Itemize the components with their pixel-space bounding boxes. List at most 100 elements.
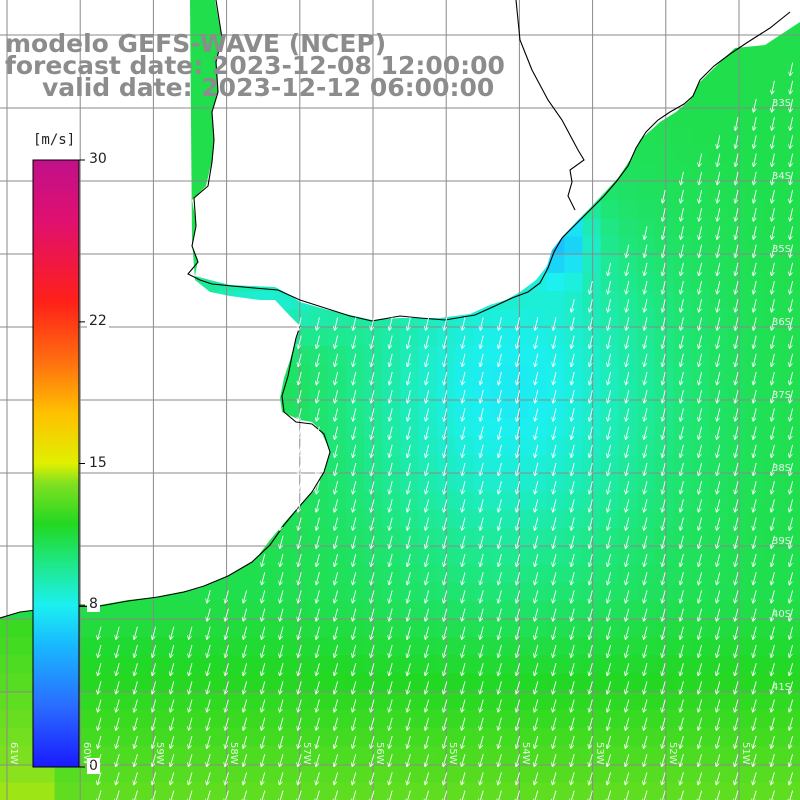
field-cell — [782, 691, 800, 711]
field-cell — [200, 36, 219, 56]
field-cell — [782, 673, 800, 693]
colorbar-tick-label: 22 — [87, 312, 109, 329]
field-cell — [182, 600, 201, 620]
field-cell — [54, 782, 74, 800]
field-cell — [782, 109, 800, 128]
field-cell — [200, 18, 219, 37]
field-cell — [709, 72, 729, 92]
colorbar-tick-label: 8 — [87, 596, 100, 613]
field-cell — [782, 455, 800, 474]
field-cell — [782, 582, 800, 602]
field-cell — [637, 200, 656, 219]
field-cell — [200, 54, 219, 74]
field-cell — [600, 236, 620, 256]
field-cell — [564, 254, 583, 274]
field-cell — [564, 273, 583, 292]
latitude-label: 38S — [772, 463, 792, 474]
field-cell — [0, 782, 19, 800]
field-cell — [673, 145, 693, 165]
field-cell — [582, 218, 602, 238]
field-cell — [746, 72, 765, 92]
field-cell — [782, 145, 800, 165]
field-cell — [36, 782, 56, 800]
field-cell — [782, 291, 800, 310]
valid-date: valid date: 2023-12-12 06:00:00 — [42, 73, 495, 102]
field-cell — [637, 182, 656, 201]
field-cell — [782, 200, 800, 219]
field-cell — [782, 182, 800, 201]
field-cell — [0, 728, 19, 747]
field-cell — [236, 564, 256, 583]
latitude-label: 37S — [772, 390, 792, 401]
field-cell — [655, 163, 674, 183]
field-cell — [18, 691, 37, 711]
field-cell — [691, 127, 711, 147]
field-cell — [600, 218, 620, 238]
field-cell — [637, 145, 656, 165]
field-cell — [18, 637, 37, 656]
field-cell — [546, 291, 565, 310]
field-cell — [163, 600, 183, 620]
field-cell — [728, 91, 747, 110]
field-cell — [582, 254, 602, 274]
field-cell — [782, 236, 800, 256]
longitude-label: 56W — [374, 742, 385, 765]
field-cell — [782, 418, 800, 438]
longitude-label: 55W — [447, 742, 459, 765]
longitude-label: 59W — [154, 742, 166, 765]
field-cell — [564, 236, 583, 256]
field-cell — [782, 364, 800, 383]
field-cell — [782, 546, 800, 565]
colorbar-unit: [m/s] — [33, 132, 76, 148]
field-cell — [782, 127, 800, 147]
longitude-label: 61W — [8, 742, 19, 765]
field-cell — [18, 655, 37, 674]
field-cell — [618, 182, 638, 201]
field-cell — [691, 91, 711, 110]
field-cell — [782, 527, 800, 547]
field-cell — [655, 145, 674, 165]
field-cell — [782, 436, 800, 456]
field-cell — [782, 327, 800, 347]
field-cell — [782, 400, 800, 420]
field-cell — [18, 764, 37, 784]
field-cell — [18, 728, 37, 747]
field-cell — [36, 764, 56, 784]
field-cell — [18, 709, 37, 729]
field-cell — [782, 637, 800, 656]
field-cell — [145, 600, 165, 620]
longitude-label: 53W — [593, 742, 605, 765]
latitude-label: 36S — [772, 317, 792, 328]
field-cell — [782, 782, 800, 800]
field-cell — [728, 72, 747, 92]
field-cell — [72, 782, 92, 800]
field-cell — [782, 54, 800, 74]
field-cell — [546, 273, 565, 292]
field-cell — [618, 218, 638, 238]
field-cell — [0, 746, 19, 765]
field-cell — [782, 709, 800, 729]
field-cell — [637, 163, 656, 183]
field-cell — [782, 345, 800, 365]
field-cell — [673, 109, 693, 128]
field-cell — [655, 127, 674, 147]
field-cell — [18, 618, 37, 638]
field-cell — [782, 564, 800, 583]
field-cell — [782, 655, 800, 674]
field-cell — [109, 600, 128, 620]
field-cell — [0, 618, 19, 638]
field-cell — [18, 782, 37, 800]
field-cell — [691, 109, 711, 128]
field-cell — [709, 91, 729, 110]
field-cell — [527, 291, 547, 310]
field-cell — [618, 200, 638, 219]
longitude-label: 58W — [227, 742, 239, 765]
field-cell — [127, 600, 147, 620]
field-cell — [18, 673, 37, 693]
field-cell — [782, 163, 800, 183]
field-cell — [0, 764, 19, 784]
field-cell — [782, 491, 800, 511]
field-cell — [582, 236, 602, 256]
longitude-label: 60W — [81, 742, 93, 765]
